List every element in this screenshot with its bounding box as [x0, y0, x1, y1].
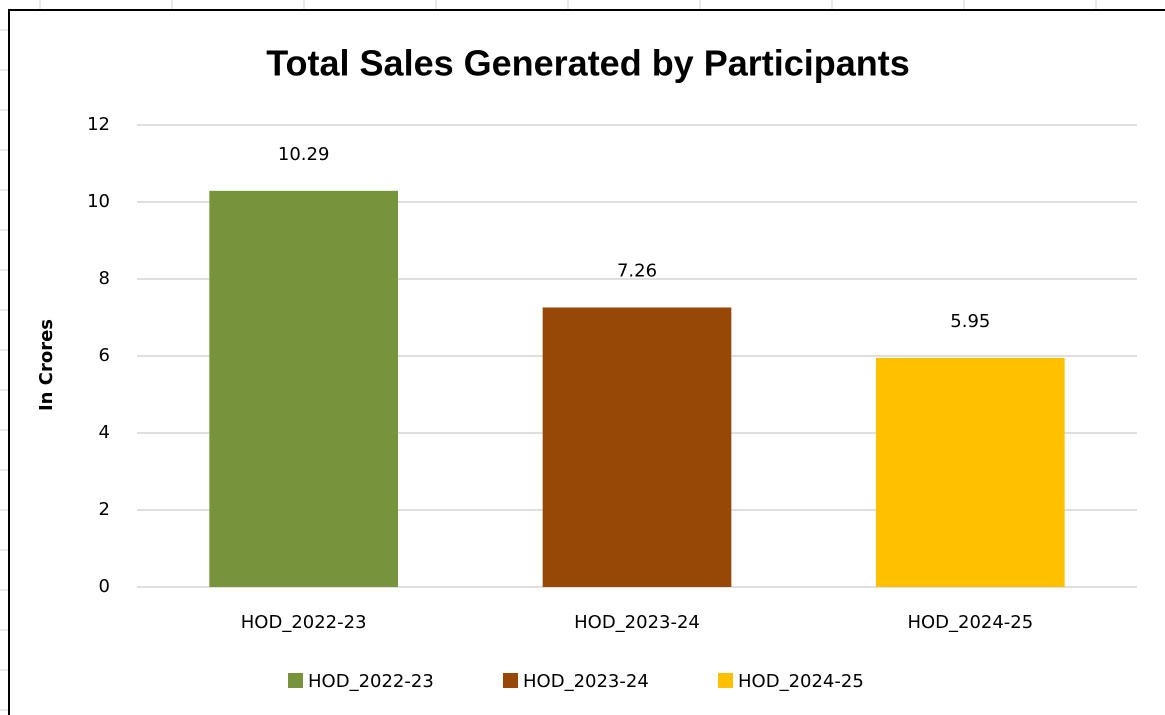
legend-label: HOD_2022-23	[308, 671, 434, 692]
legend-swatch	[503, 673, 518, 688]
legend-label: HOD_2024-25	[738, 671, 864, 692]
y-tick-label: 10	[87, 191, 110, 212]
data-label: 10.29	[278, 144, 330, 165]
x-tick-label: HOD_2023-24	[574, 612, 700, 633]
legend-label: HOD_2023-24	[523, 671, 649, 692]
x-tick-label: HOD_2024-25	[907, 612, 1033, 633]
legend-swatch	[718, 673, 733, 688]
data-label: 5.95	[950, 311, 990, 332]
y-tick-label: 0	[99, 576, 110, 597]
bar	[542, 307, 732, 587]
y-axis-label: In Crores	[36, 319, 57, 411]
y-tick-label: 12	[87, 114, 110, 135]
chart-title: Total Sales Generated by Participants	[266, 43, 910, 84]
x-tick-label: HOD_2022-23	[241, 612, 367, 633]
sheet-grid	[0, 0, 1097, 711]
bar	[876, 357, 1065, 587]
bar	[209, 190, 398, 587]
y-tick-label: 8	[99, 268, 110, 289]
y-tick-label: 4	[99, 422, 110, 443]
y-tick-label: 2	[99, 499, 110, 520]
y-tick-label: 6	[99, 345, 110, 366]
legend-swatch	[288, 673, 303, 688]
data-label: 7.26	[617, 260, 657, 281]
